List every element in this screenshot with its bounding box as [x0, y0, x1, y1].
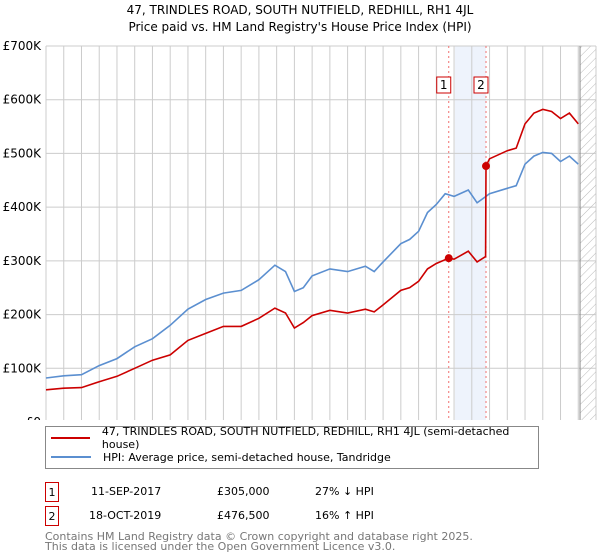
y-tick-label: £700K	[3, 39, 43, 53]
transaction-hpi: 27% ↓ HPI	[315, 485, 374, 498]
footer-copyright: Contains HM Land Registry data © Crown c…	[45, 530, 473, 543]
chart-title: 47, TRINDLES ROAD, SOUTH NUTFIELD, REDHI…	[126, 3, 474, 17]
transaction-hpi: 16% ↑ HPI	[315, 509, 374, 522]
y-tick-label: £600K	[3, 93, 43, 107]
price-chart: 1995199619971998199920002001200220032004…	[3, 39, 597, 420]
legend: 47, TRINDLES ROAD, SOUTH NUTFIELD, REDHI…	[45, 425, 539, 469]
transaction-date: 18-OCT-2019	[89, 509, 162, 522]
y-tick-label: £0	[26, 415, 41, 420]
transaction-date: 11-SEP-2017	[91, 485, 162, 498]
y-tick-label: £100K	[3, 361, 43, 375]
sale-point	[482, 162, 490, 171]
legend-swatch-red	[51, 437, 90, 439]
legend-label: 47, TRINDLES ROAD, SOUTH NUTFIELD, REDHI…	[101, 425, 510, 451]
sale-label: 2	[477, 78, 485, 92]
shaded-period	[454, 46, 486, 420]
transaction-price: £476,500	[217, 509, 270, 522]
marker-badge: 2	[45, 506, 59, 526]
marker-badge: 1	[45, 482, 59, 502]
series-line	[45, 151, 579, 379]
series-line	[45, 108, 579, 391]
y-tick-label: £500K	[3, 146, 43, 160]
y-tick-label: £400K	[3, 200, 43, 214]
y-tick-label: £200K	[3, 308, 43, 322]
sale-point	[444, 254, 453, 263]
chart-subtitle: Price paid vs. HM Land Registry's House …	[128, 20, 472, 34]
legend-label: HPI: Average price, semi-detached house,…	[103, 450, 391, 464]
future-hatch	[580, 46, 596, 420]
legend-swatch-blue	[51, 456, 91, 458]
legend-item-property: 47, TRINDLES ROAD, SOUTH NUTFIELD, REDHI…	[51, 425, 538, 451]
sale-label-box	[473, 76, 489, 94]
footer-licence: This data is licensed under the Open Gov…	[45, 540, 396, 553]
sale-label: 1	[440, 78, 448, 92]
transaction-price: £305,000	[217, 485, 270, 498]
y-tick-label: £300K	[3, 254, 43, 268]
sale-label-box	[436, 76, 452, 94]
legend-item-hpi: HPI: Average price, semi-detached house,…	[51, 449, 391, 465]
